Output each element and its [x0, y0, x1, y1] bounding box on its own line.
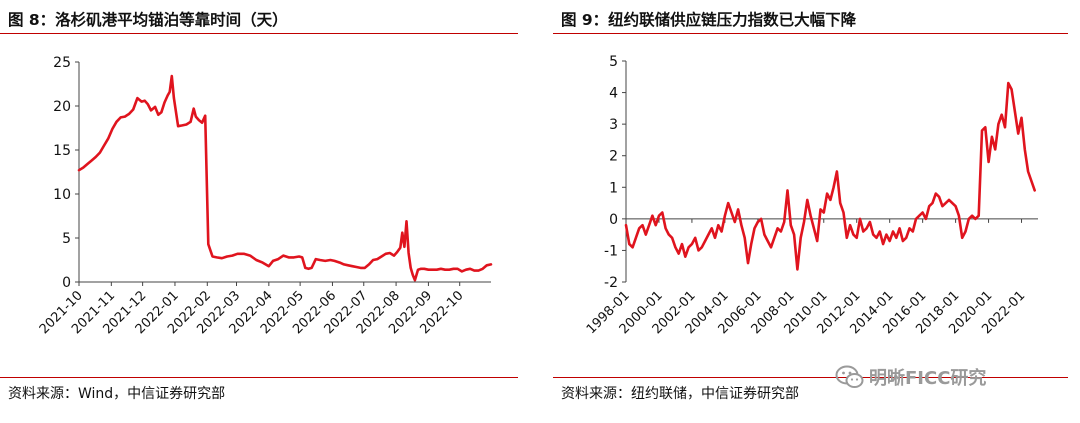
figure-9-panel: 图 9：纽约联储供应链压力指数已大幅下降 -2 -1 0 1 2 3 4 5 1998-01 20…	[553, 0, 1080, 423]
y-tick-label: 5	[609, 54, 618, 70]
y-tick-label: 0	[62, 275, 71, 291]
y-tick-label: -2	[604, 275, 618, 291]
figure-9-source: 资料来源：纽约联储，中信证券研究部	[561, 386, 799, 402]
y-tick-label: 3	[609, 117, 618, 133]
figure-8-chart: 05101520252021-102021-112021-122022-0120…	[37, 55, 493, 337]
figure-8-bottom-rule	[0, 377, 518, 378]
y-tick-label: 10	[53, 187, 71, 203]
y-tick-label: 0	[609, 212, 618, 228]
y-tick-label: 4	[609, 86, 618, 102]
wechat-icon	[835, 365, 864, 388]
figure-8-top-rule	[0, 33, 518, 34]
figure-9-chart: -2-10123451998-012000-012002-012004-0120…	[584, 54, 1038, 337]
y-tick-label: 25	[53, 55, 71, 71]
y-tick-label: 20	[53, 99, 71, 115]
figure-8-panel: 图 8：洛杉矶港平均锚泊等靠时间（天） 0 5 10 15 20 25 2021-10 202…	[0, 0, 530, 423]
figure-8-title: 图 8：洛杉矶港平均锚泊等靠时间（天）	[8, 11, 288, 29]
figure-8-source: 资料来源：Wind，中信证券研究部	[8, 386, 226, 402]
figure-9-bottom-rule	[553, 377, 1068, 378]
y-tick-label: 15	[53, 143, 71, 159]
series-line-1-0	[624, 81, 1037, 271]
watermark: 明晰FICC研究	[835, 362, 986, 392]
y-tick-label: 1	[609, 180, 618, 196]
series-line-0-0	[77, 74, 493, 282]
figure-9-top-rule	[553, 33, 1068, 34]
figure-9-title: 图 9：纽约联储供应链压力指数已大幅下降	[561, 11, 857, 29]
watermark-text: 明晰FICC研究	[869, 368, 987, 389]
y-tick-label: -1	[604, 243, 618, 259]
y-tick-label: 5	[62, 231, 71, 247]
y-tick-label: 2	[609, 149, 618, 165]
